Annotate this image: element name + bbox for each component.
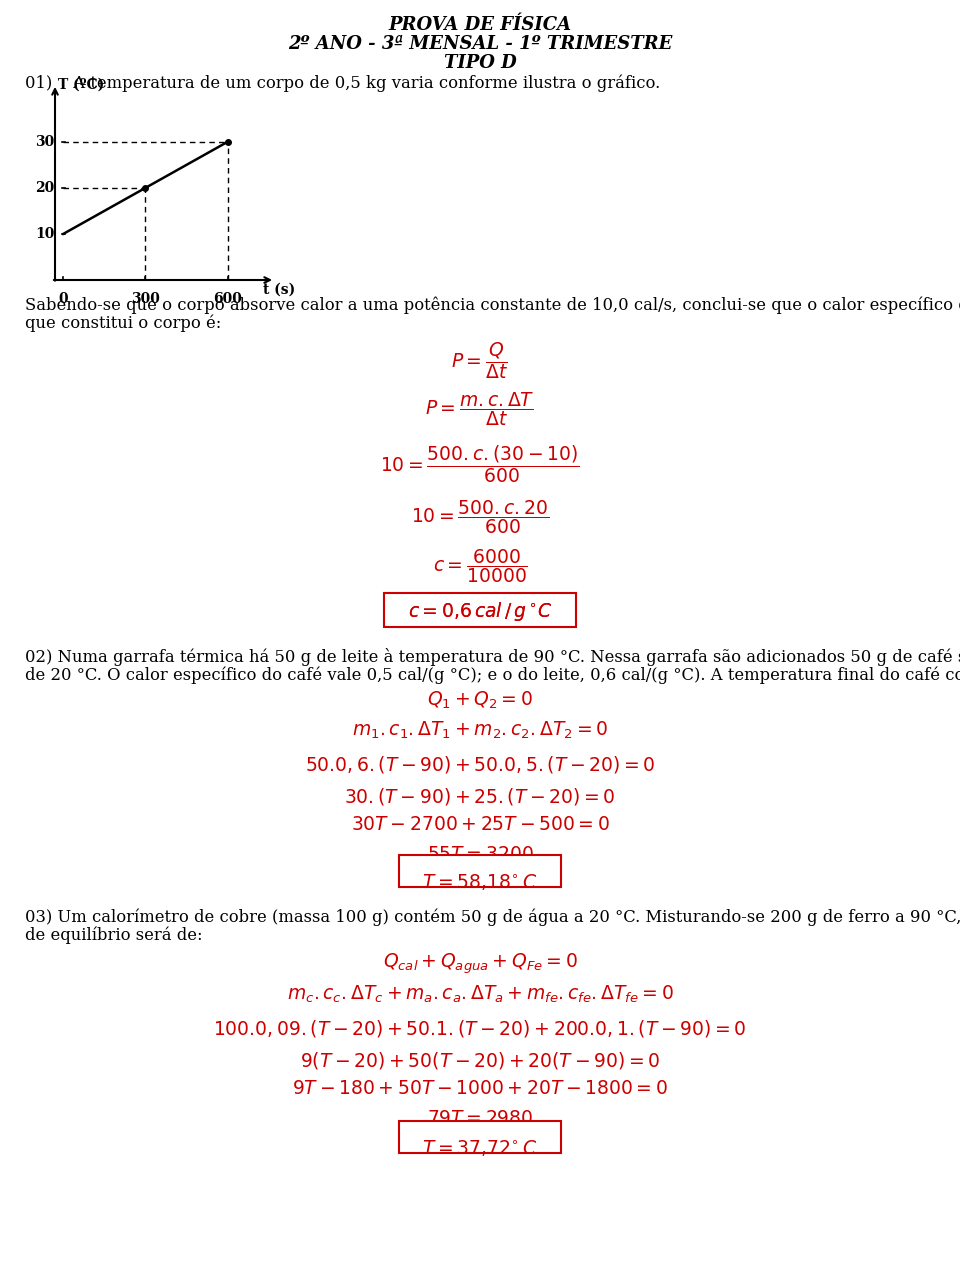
Text: que constitui o corpo é:: que constitui o corpo é: xyxy=(25,314,222,331)
Text: 30: 30 xyxy=(36,135,55,148)
Text: $30.(T-90)+25.(T-20)=0$: $30.(T-90)+25.(T-20)=0$ xyxy=(345,786,615,806)
Text: $9(T-20)+50(T-20)+20(T-90)=0$: $9(T-20)+50(T-20)+20(T-90)=0$ xyxy=(300,1051,660,1071)
Text: 600: 600 xyxy=(213,291,242,305)
Text: $79T = 2980$: $79T = 2980$ xyxy=(427,1111,533,1128)
Text: $T = 37{,}72^{\circ}\,C$: $T = 37{,}72^{\circ}\,C$ xyxy=(422,1137,538,1158)
Text: $m_1.c_1.\Delta T_1 + m_2.c_2.\Delta T_2 = 0$: $m_1.c_1.\Delta T_1 + m_2.c_2.\Delta T_2… xyxy=(352,720,608,741)
FancyBboxPatch shape xyxy=(399,1121,561,1153)
Text: $P = \dfrac{m.c.\Delta T}{\Delta t}$: $P = \dfrac{m.c.\Delta T}{\Delta t}$ xyxy=(425,390,535,428)
FancyBboxPatch shape xyxy=(384,593,576,627)
Text: $c = 0{,}6\,cal\,/\,g\,{}^{\circ}C$: $c = 0{,}6\,cal\,/\,g\,{}^{\circ}C$ xyxy=(408,599,552,622)
Text: $Q_1 + Q_2 = 0$: $Q_1 + Q_2 = 0$ xyxy=(427,690,533,712)
Text: $10 = \dfrac{500.c.(30-10)}{600}$: $10 = \dfrac{500.c.(30-10)}{600}$ xyxy=(380,443,580,484)
Text: 300: 300 xyxy=(131,291,160,305)
Text: $10 = \dfrac{500.c.20}{600}$: $10 = \dfrac{500.c.20}{600}$ xyxy=(411,498,549,535)
Text: PROVA DE FÍSICA: PROVA DE FÍSICA xyxy=(389,17,571,35)
Text: de 20 °C. O calor específico do café vale 0,5 cal/(g °C); e o do leite, 0,6 cal/: de 20 °C. O calor específico do café val… xyxy=(25,666,960,684)
Text: $T = 58{,}18^{\circ}\,C$: $T = 58{,}18^{\circ}\,C$ xyxy=(422,872,538,892)
Text: $m_c.c_c.\Delta T_c + m_a.c_a.\Delta T_a + m_{fe}.c_{fe}.\Delta T_{fe} = 0$: $m_c.c_c.\Delta T_c + m_a.c_a.\Delta T_a… xyxy=(287,984,673,1006)
Text: $c = 0{,}6\,cal\,/\,g\,{}^{\circ}C$: $c = 0{,}6\,cal\,/\,g\,{}^{\circ}C$ xyxy=(408,599,552,622)
Text: 01)    A temperatura de um corpo de 0,5 kg varia conforme ilustra o gráfico.: 01) A temperatura de um corpo de 0,5 kg … xyxy=(25,74,660,92)
Text: $55T = 3200$: $55T = 3200$ xyxy=(426,846,534,864)
Text: 0: 0 xyxy=(59,291,68,305)
FancyBboxPatch shape xyxy=(399,855,561,887)
Text: $100.0,09.(T-20)+50.1.(T-20)+200.0,1.(T-90)=0$: $100.0,09.(T-20)+50.1.(T-20)+200.0,1.(T-… xyxy=(213,1019,747,1039)
Text: Sabendo-se que o corpo absorve calor a uma potência constante de 10,0 cal/s, con: Sabendo-se que o corpo absorve calor a u… xyxy=(25,296,960,313)
Text: 10: 10 xyxy=(36,227,55,242)
Text: $30T-2700+25T-500=0$: $30T-2700+25T-500=0$ xyxy=(350,815,610,835)
Text: 03) Um calorímetro de cobre (massa 100 g) contém 50 g de água a 20 °C. Misturand: 03) Um calorímetro de cobre (massa 100 g… xyxy=(25,907,960,925)
Text: 20: 20 xyxy=(36,181,55,194)
Text: 2º ANO - 3ª MENSAL - 1º TRIMESTRE: 2º ANO - 3ª MENSAL - 1º TRIMESTRE xyxy=(288,35,672,52)
Text: $c = \dfrac{6000}{10000}$: $c = \dfrac{6000}{10000}$ xyxy=(433,547,527,585)
Text: T (ºC): T (ºC) xyxy=(58,77,104,91)
Text: t (s): t (s) xyxy=(263,282,296,296)
Text: $P = \dfrac{Q}{\Delta t}$: $P = \dfrac{Q}{\Delta t}$ xyxy=(451,340,509,381)
Text: $9T-180+50T-1000+20T-1800=0$: $9T-180+50T-1000+20T-1800=0$ xyxy=(292,1080,668,1098)
Text: $50.0,6.(T-90)+50.0,5.(T-20)=0$: $50.0,6.(T-90)+50.0,5.(T-20)=0$ xyxy=(304,754,656,774)
Text: de equilíbrio será de:: de equilíbrio será de: xyxy=(25,927,203,943)
Text: 02) Numa garrafa térmica há 50 g de leite à temperatura de 90 °C. Nessa garrafa : 02) Numa garrafa térmica há 50 g de leit… xyxy=(25,648,960,666)
Text: $Q_{cal} + Q_{agua} + Q_{Fe} = 0$: $Q_{cal} + Q_{agua} + Q_{Fe} = 0$ xyxy=(382,952,578,976)
Text: TIPO D: TIPO D xyxy=(444,54,516,72)
